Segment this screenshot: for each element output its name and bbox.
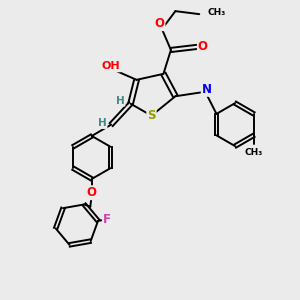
Text: CH₃: CH₃ — [208, 8, 226, 17]
Text: CH₃: CH₃ — [244, 148, 263, 157]
Text: O: O — [87, 186, 97, 199]
Text: O: O — [154, 17, 165, 30]
Text: H: H — [116, 96, 124, 106]
Text: N: N — [202, 83, 212, 96]
Text: H: H — [98, 118, 106, 128]
Text: F: F — [103, 213, 111, 226]
Text: O: O — [198, 40, 208, 53]
Text: S: S — [147, 109, 156, 122]
Text: OH: OH — [102, 61, 121, 71]
